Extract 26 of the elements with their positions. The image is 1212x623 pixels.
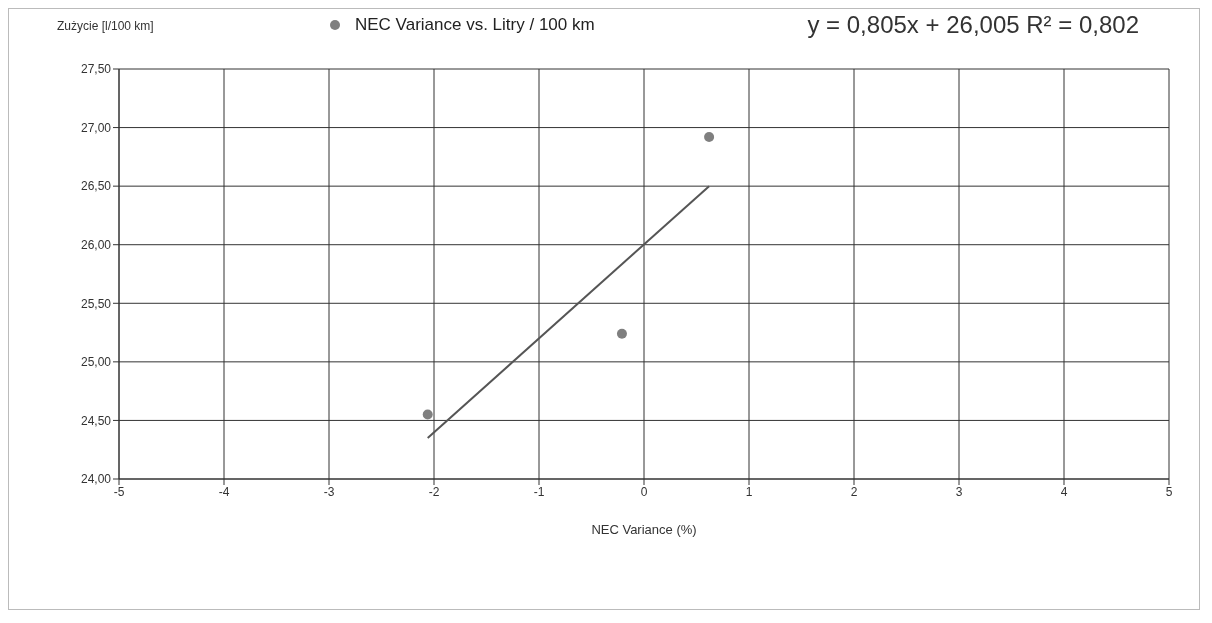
x-tick-label: 0 [640, 484, 648, 499]
y-tick-label: 25,00 [80, 355, 112, 370]
y-tick-label: 25,50 [80, 296, 112, 311]
y-tick-label: 24,00 [80, 472, 112, 487]
legend-label: NEC Variance vs. Litry / 100 km [355, 15, 595, 35]
y-tick-label: 26,00 [80, 237, 112, 252]
point [704, 131, 715, 142]
y-tick-label: 27,50 [80, 62, 112, 77]
text: y = 0,805x + 26,005 R² = 0,802 [807, 11, 1139, 38]
x-tick-label: -2 [428, 484, 440, 499]
x-tick-label: -3 [323, 484, 335, 499]
x-tick-label: -5 [113, 484, 125, 499]
x-tick-label: 1 [745, 484, 753, 499]
y-tick-label: 26,50 [80, 179, 112, 194]
y-tick-label: 27,00 [80, 120, 112, 135]
x-tick-label: 5 [1165, 484, 1173, 499]
x-tick-label: 2 [850, 484, 858, 499]
x-axis-title: NEC Variance (%) [591, 522, 697, 537]
x-tick-label: -1 [533, 484, 545, 499]
point [616, 328, 627, 339]
x-tick-label: -4 [218, 484, 230, 499]
y-tick-label: 24,50 [80, 413, 112, 428]
x-tick-label: 3 [955, 484, 963, 499]
x-tick-label: 4 [1060, 484, 1068, 499]
point [422, 409, 433, 420]
y-axis-title: Zużycie [l/100 km] [57, 19, 154, 33]
